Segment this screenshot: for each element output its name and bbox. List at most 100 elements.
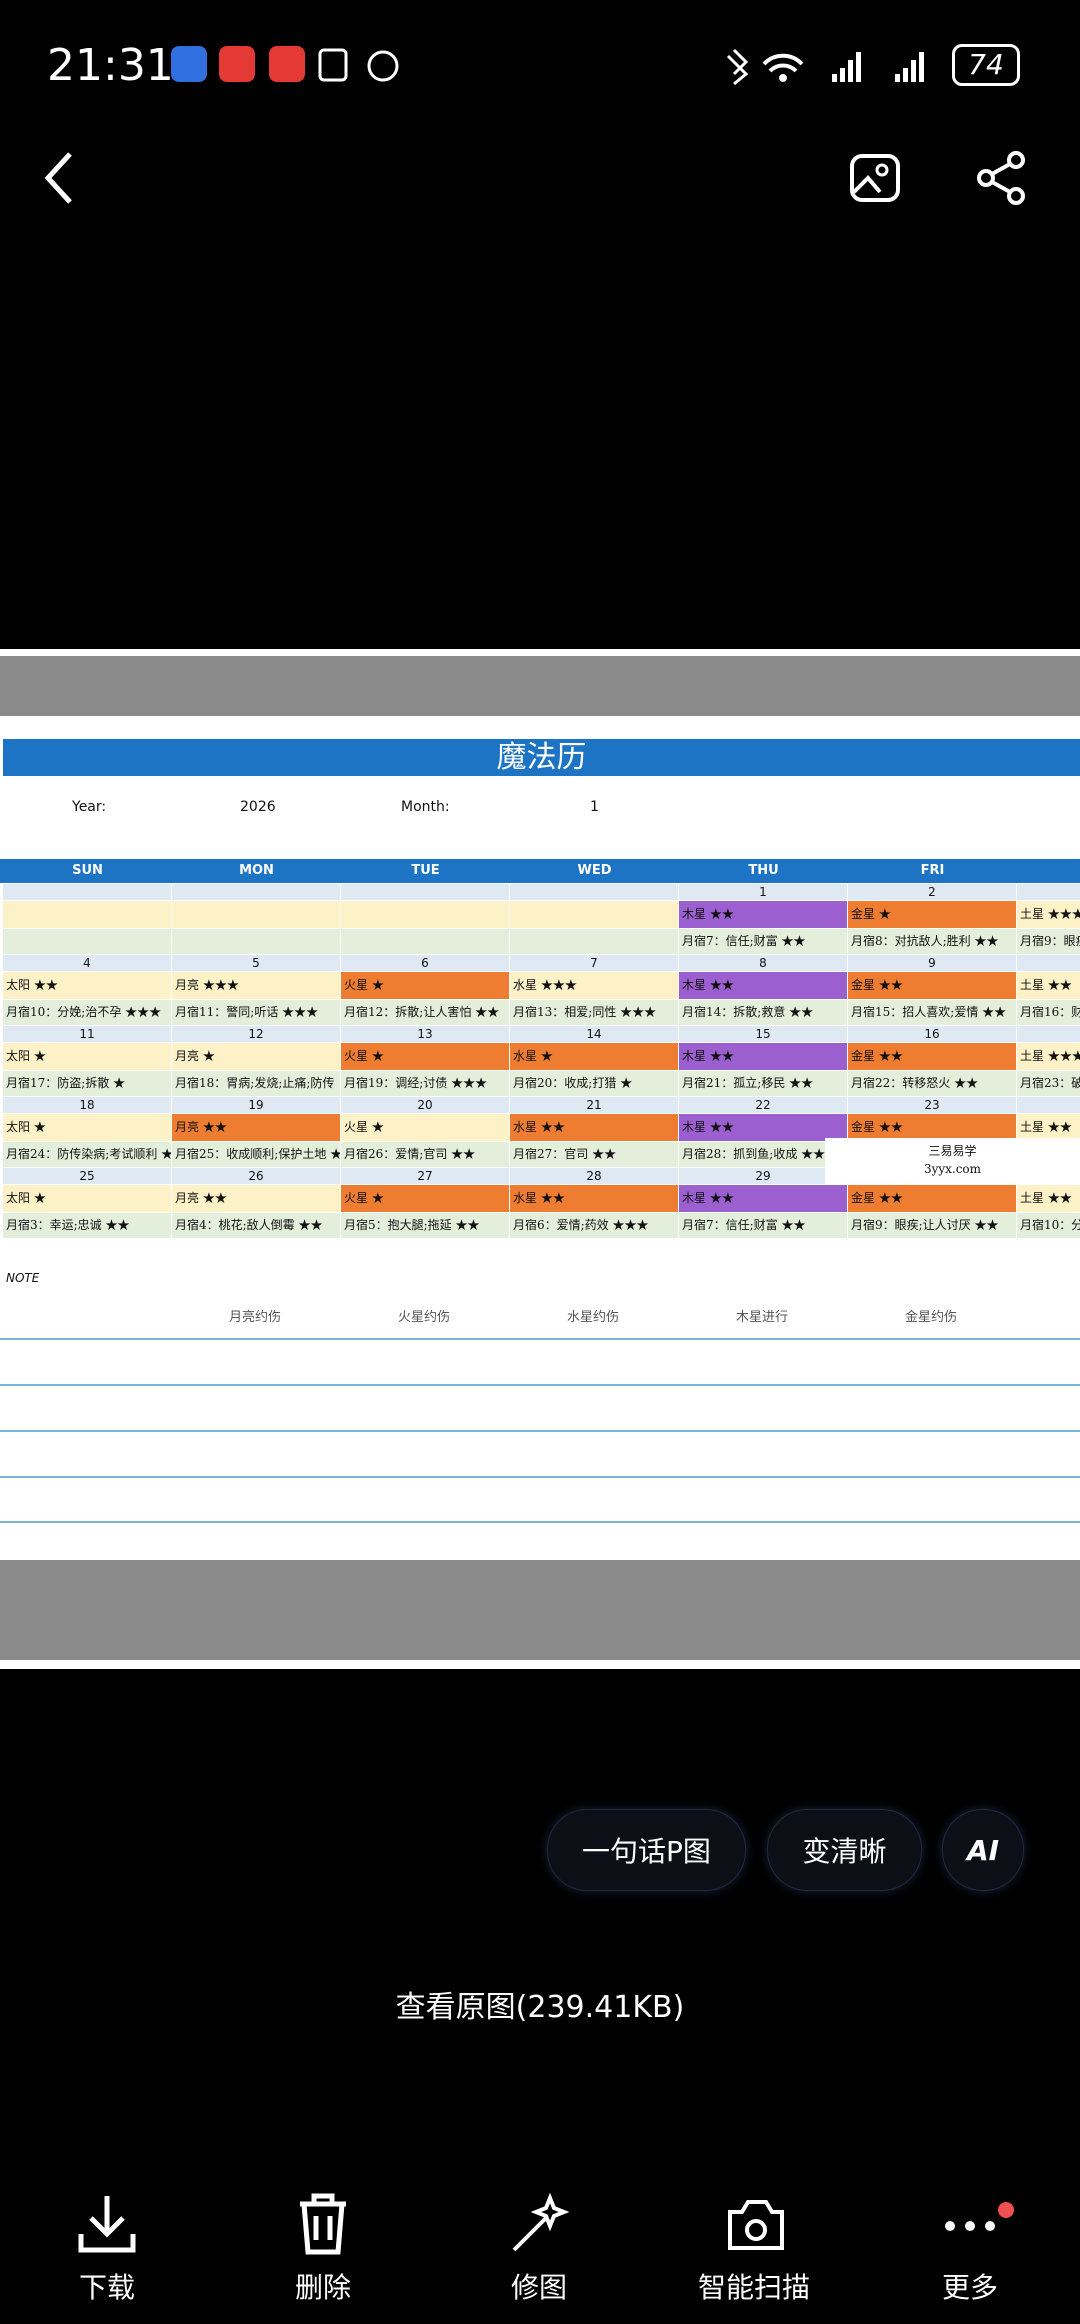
planet-cell: 木星 ★★	[679, 972, 847, 999]
mansion-cell: 月宿25：收成顺利;保护土地 ★	[172, 1142, 340, 1167]
note-label: NOTE	[6, 1271, 40, 1285]
mansion-cell: 月宿5：抱大腿;拖延 ★★	[341, 1213, 509, 1238]
mansion-cell: 月宿10：分娩;治不孕 ★★★	[3, 1000, 171, 1025]
planet-cell: 水星 ★★	[510, 1185, 678, 1212]
view-original[interactable]: 查看原图(239.41KB)	[395, 1990, 685, 2025]
mansion-cell: 月宿26：爱情;官司 ★★	[341, 1142, 509, 1167]
planet-cell: 月亮 ★★	[172, 1185, 340, 1212]
toolbar-button[interactable]: 下载	[78, 2271, 135, 2304]
mansion-cell: 月宿27：官司 ★★	[510, 1142, 678, 1167]
date-cell: 5	[172, 955, 340, 971]
note-line	[0, 1338, 1080, 1340]
mansion-cell: 月宿28：抓到鱼;收成 ★★★	[679, 1142, 847, 1167]
gallery-button[interactable]	[848, 152, 904, 204]
date-cell: 22	[679, 1097, 847, 1113]
note-line	[0, 1384, 1080, 1386]
image-band	[0, 1560, 1080, 1660]
date-cell: 28	[510, 1168, 678, 1184]
month: 1	[590, 799, 599, 815]
planet-cell: 金星 ★★	[848, 1185, 1016, 1212]
image-band	[0, 656, 1080, 716]
planet-cell: 木星 ★★	[679, 1043, 847, 1070]
note-line	[0, 1521, 1080, 1523]
mansion-cell: 月宿22：转移怒火 ★★	[848, 1071, 1016, 1096]
share-button[interactable]	[974, 150, 1030, 206]
action-button[interactable]: 变清晰	[767, 1809, 922, 1891]
date-cell: 6	[341, 955, 509, 971]
planet-cell: 土星 ★★★	[1017, 901, 1080, 928]
title-bar: 魔法历	[3, 739, 1080, 776]
date-cell	[1017, 1097, 1080, 1113]
mansion-cell	[341, 929, 509, 954]
note-header: 火星约伤	[397, 1310, 450, 1325]
mansion-cell: 月宿15：招人喜欢;爱情 ★★	[848, 1000, 1016, 1025]
date-cell: 18	[3, 1097, 171, 1113]
planet-cell: 月亮 ★★	[172, 1114, 340, 1141]
date-cell	[1017, 1026, 1080, 1042]
clock: 21:31	[47, 40, 174, 91]
toolbar-icons	[78, 2192, 1014, 2255]
watermark: 三易易学 3yyx.com	[825, 1138, 1080, 1185]
planet-cell: 月亮 ★★★	[172, 972, 340, 999]
mansion-cell: 月宿24：防传染病;考试顺利 ★	[3, 1142, 171, 1167]
date-cell: 14	[510, 1026, 678, 1042]
note-header: 金星约伤	[904, 1310, 957, 1325]
weekday: THU	[748, 863, 779, 878]
planet-cell: 水星 ★★	[510, 1114, 678, 1141]
mansion-cell: 月宿18：胃病;发烧;止痛;防传	[172, 1071, 340, 1096]
watermark-text: 三易易学	[928, 1144, 977, 1158]
weekday: MON	[239, 863, 274, 878]
date-cell: 9	[848, 955, 1016, 971]
mansion-cell	[3, 929, 171, 954]
mansion-cell: 月宿17：防盗;拆散 ★	[3, 1071, 171, 1096]
weekday: FRI	[920, 863, 945, 878]
toolbar-button[interactable]: 修图	[510, 2271, 567, 2304]
weekday-bar	[0, 859, 1080, 883]
date-cell	[3, 884, 171, 900]
planet-cell: 火星 ★	[341, 1185, 509, 1212]
date-cell: 7	[510, 955, 678, 971]
planet-cell: 土星 ★★	[1017, 1185, 1080, 1212]
back-button[interactable]	[40, 150, 80, 206]
date-cell: 19	[172, 1097, 340, 1113]
planet-cell: 木星 ★★	[679, 1114, 847, 1141]
date-cell	[1017, 884, 1080, 900]
mansion-cell: 月宿10：分	[1017, 1213, 1080, 1238]
planet-cell: 木星 ★★	[679, 1185, 847, 1212]
mansion-cell: 月宿8：对抗敌人;胜利 ★★	[848, 929, 1016, 954]
toolbar-button[interactable]: 删除	[294, 2271, 351, 2304]
date-cell: 15	[679, 1026, 847, 1042]
mansion-cell: 月宿13：相爱;同性 ★★★	[510, 1000, 678, 1025]
planet-cell: 月亮 ★	[172, 1043, 340, 1070]
planet-cell: 土星 ★★★	[1017, 1043, 1080, 1070]
planet-cell: 金星 ★★	[848, 1114, 1016, 1141]
note-header: 月亮约伤	[228, 1310, 281, 1325]
month-label: Month:	[401, 799, 450, 815]
note-header: 水星约伤	[566, 1310, 619, 1325]
calendar-image[interactable]: 魔法历 Year: 2026 Month: 1 SUN MON TUE WED THU FRI 1 木星…	[0, 736, 1080, 1560]
action-button[interactable]: 一句话P图	[547, 1809, 746, 1891]
weekday: TUE	[411, 863, 440, 878]
toolbar-button[interactable]: 更多	[941, 2271, 998, 2304]
planet-cell: 太阳 ★	[3, 1185, 171, 1212]
planet-cell	[3, 901, 171, 928]
date-cell: 20	[341, 1097, 509, 1113]
planet-cell	[341, 901, 509, 928]
ai-button[interactable]: AI	[942, 1809, 1024, 1891]
planet-cell: 太阳 ★★	[3, 972, 171, 999]
mansion-cell: 月宿19：调经;讨债 ★★★	[341, 1071, 509, 1096]
mansion-cell: 月宿20：收成;打猎 ★	[510, 1071, 678, 1096]
date-cell	[510, 884, 678, 900]
mansion-cell: 月宿14：拆散;救意 ★★	[679, 1000, 847, 1025]
planet-cell: 太阳 ★	[3, 1114, 171, 1141]
date-cell: 1	[679, 884, 847, 900]
planet-cell: 水星 ★★★	[510, 972, 678, 999]
note-header: 木星进行	[735, 1310, 788, 1325]
date-cell: 21	[510, 1097, 678, 1113]
planet-cell: 火星 ★	[341, 972, 509, 999]
planet-cell: 金星 ★★	[848, 1043, 1016, 1070]
date-cell: 13	[341, 1026, 509, 1042]
toolbar-button[interactable]: 智能扫描	[697, 2271, 810, 2304]
date-cell: 26	[172, 1168, 340, 1184]
date-cell: 25	[3, 1168, 171, 1184]
